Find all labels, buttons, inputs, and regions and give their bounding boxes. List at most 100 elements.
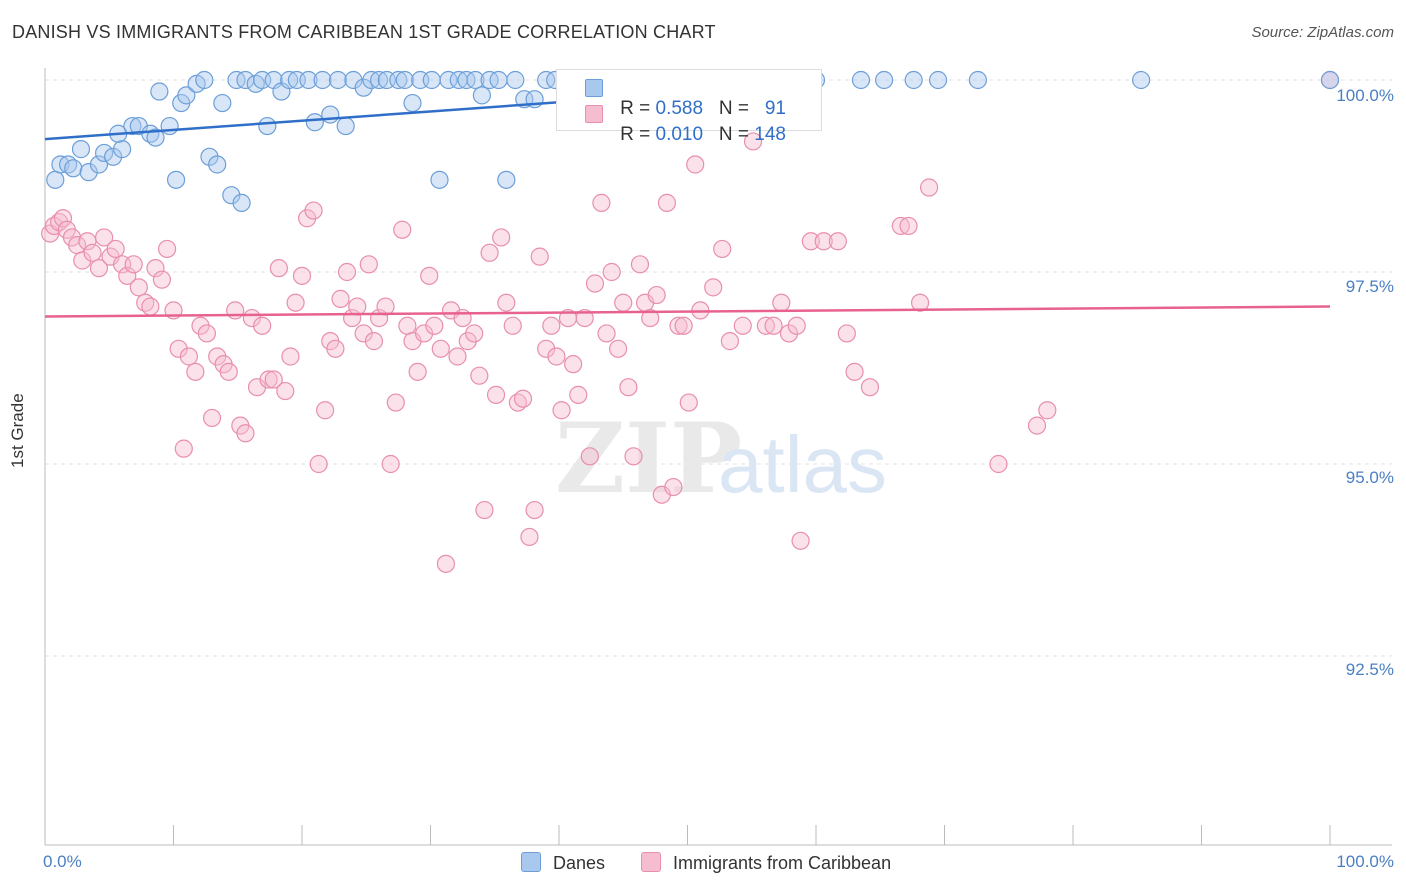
carib-point-17 xyxy=(129,278,148,297)
watermark-atlas: atlas xyxy=(718,420,887,509)
carib-point-101 xyxy=(597,324,616,343)
carib-point-102 xyxy=(602,262,621,282)
carib-point-68 xyxy=(414,324,434,343)
danes-point-92 xyxy=(1320,70,1340,90)
carib-point-90 xyxy=(537,339,556,358)
axes xyxy=(44,68,1392,846)
danes-point-34 xyxy=(280,70,299,90)
legend-swatch-danes xyxy=(585,79,603,97)
carib-point-138 xyxy=(910,293,930,312)
carib-point-16 xyxy=(124,255,143,274)
carib-point-117 xyxy=(686,155,705,174)
danes-point-23 xyxy=(208,155,227,174)
danes-point-6 xyxy=(89,155,109,174)
danes-point-5 xyxy=(79,163,98,182)
danes-point-9 xyxy=(112,140,132,159)
carib-point-124 xyxy=(756,316,775,335)
carib-point-103 xyxy=(609,339,628,358)
carib-point-61 xyxy=(376,297,395,316)
carib-point-79 xyxy=(475,500,494,520)
legend-danes-n-value: 91 xyxy=(764,98,786,119)
legend-bottom-label-carib: Immigrants from Caribbean xyxy=(673,853,892,873)
danes-point-90 xyxy=(968,70,988,90)
carib-point-98 xyxy=(580,447,599,466)
carib-point-67 xyxy=(408,362,427,381)
carib-point-119 xyxy=(704,278,723,297)
carib-point-3 xyxy=(53,209,73,228)
legend-bottom-label-danes: Danes xyxy=(553,853,606,873)
danes-point-26 xyxy=(232,193,251,212)
legend-carib-n-label: N = xyxy=(718,124,755,145)
danes-point-52 xyxy=(430,170,449,189)
danes-point-45 xyxy=(370,70,389,90)
legend-bottom-swatch-danes xyxy=(521,852,541,872)
legend-item-carib: Immigrants from Caribbean xyxy=(641,852,891,874)
carib-point-43 xyxy=(276,381,295,401)
carib-point-13 xyxy=(106,239,125,259)
stats-legend: R = 0.588 N = 91 R = 0.010 N = 148 xyxy=(556,69,822,145)
carib-point-100 xyxy=(592,193,611,212)
carib-point-127 xyxy=(779,324,799,343)
carib-point-114 xyxy=(669,316,688,335)
carib-point-129 xyxy=(791,531,810,550)
carib-point-46 xyxy=(292,266,312,285)
danes-point-25 xyxy=(222,186,241,205)
danes-point-11 xyxy=(123,116,142,136)
legend-carib-n-value: 148 xyxy=(754,124,786,145)
carib-point-136 xyxy=(891,216,910,236)
carib-point-106 xyxy=(624,447,643,466)
carib-point-87 xyxy=(520,527,539,547)
carib-point-131 xyxy=(814,232,833,251)
danes-point-88 xyxy=(904,70,923,90)
carib-point-78 xyxy=(470,366,489,385)
carib-point-45 xyxy=(286,293,305,312)
carib-point-139 xyxy=(919,178,939,197)
carib-point-56 xyxy=(348,297,367,316)
carib-point-121 xyxy=(720,332,740,351)
carib-point-50 xyxy=(316,401,335,420)
danes-point-87 xyxy=(875,70,894,90)
carib-point-107 xyxy=(630,255,650,274)
legend-swatch-carib xyxy=(585,105,603,123)
carib-point-54 xyxy=(337,262,357,282)
carib-point-89 xyxy=(530,247,549,266)
danes-point-44 xyxy=(362,70,381,90)
carib-point-132 xyxy=(828,232,847,251)
carib-point-116 xyxy=(679,393,698,412)
carib-point-10 xyxy=(89,259,109,278)
danes-point-17 xyxy=(150,82,169,101)
carib-point-36 xyxy=(236,424,255,443)
carib-point-69 xyxy=(420,266,439,285)
carib-point-62 xyxy=(381,454,400,474)
grid-lines xyxy=(45,79,1392,657)
carib-point-33 xyxy=(219,362,238,381)
caribbean-points xyxy=(41,70,1340,573)
danes-point-91 xyxy=(1132,70,1151,90)
carib-point-27 xyxy=(186,362,205,381)
carib-point-93 xyxy=(552,401,571,420)
carib-point-113 xyxy=(664,477,683,497)
danes-point-51 xyxy=(422,70,441,90)
danes-point-14 xyxy=(146,128,165,147)
danes-point-22 xyxy=(200,147,219,166)
legend-bottom-swatch-carib xyxy=(641,852,661,872)
legend-carib-r-label: R = xyxy=(620,124,656,145)
carib-point-133 xyxy=(837,324,856,343)
danes-point-3 xyxy=(64,159,83,178)
danes-point-39 xyxy=(321,105,340,124)
danes-point-40 xyxy=(328,70,348,90)
carib-point-24 xyxy=(169,339,188,358)
carib-point-109 xyxy=(641,308,660,328)
danes-point-56 xyxy=(466,70,485,90)
carib-point-134 xyxy=(845,362,864,381)
carib-point-57 xyxy=(354,324,373,343)
carib-point-130 xyxy=(801,232,820,251)
carib-point-72 xyxy=(436,554,456,573)
carib-point-9 xyxy=(83,243,102,262)
carib-point-80 xyxy=(480,243,499,262)
danes-point-47 xyxy=(389,70,408,90)
watermark-zip: ZIP xyxy=(555,402,742,515)
danes-point-86 xyxy=(851,70,871,90)
carib-point-71 xyxy=(431,339,450,358)
